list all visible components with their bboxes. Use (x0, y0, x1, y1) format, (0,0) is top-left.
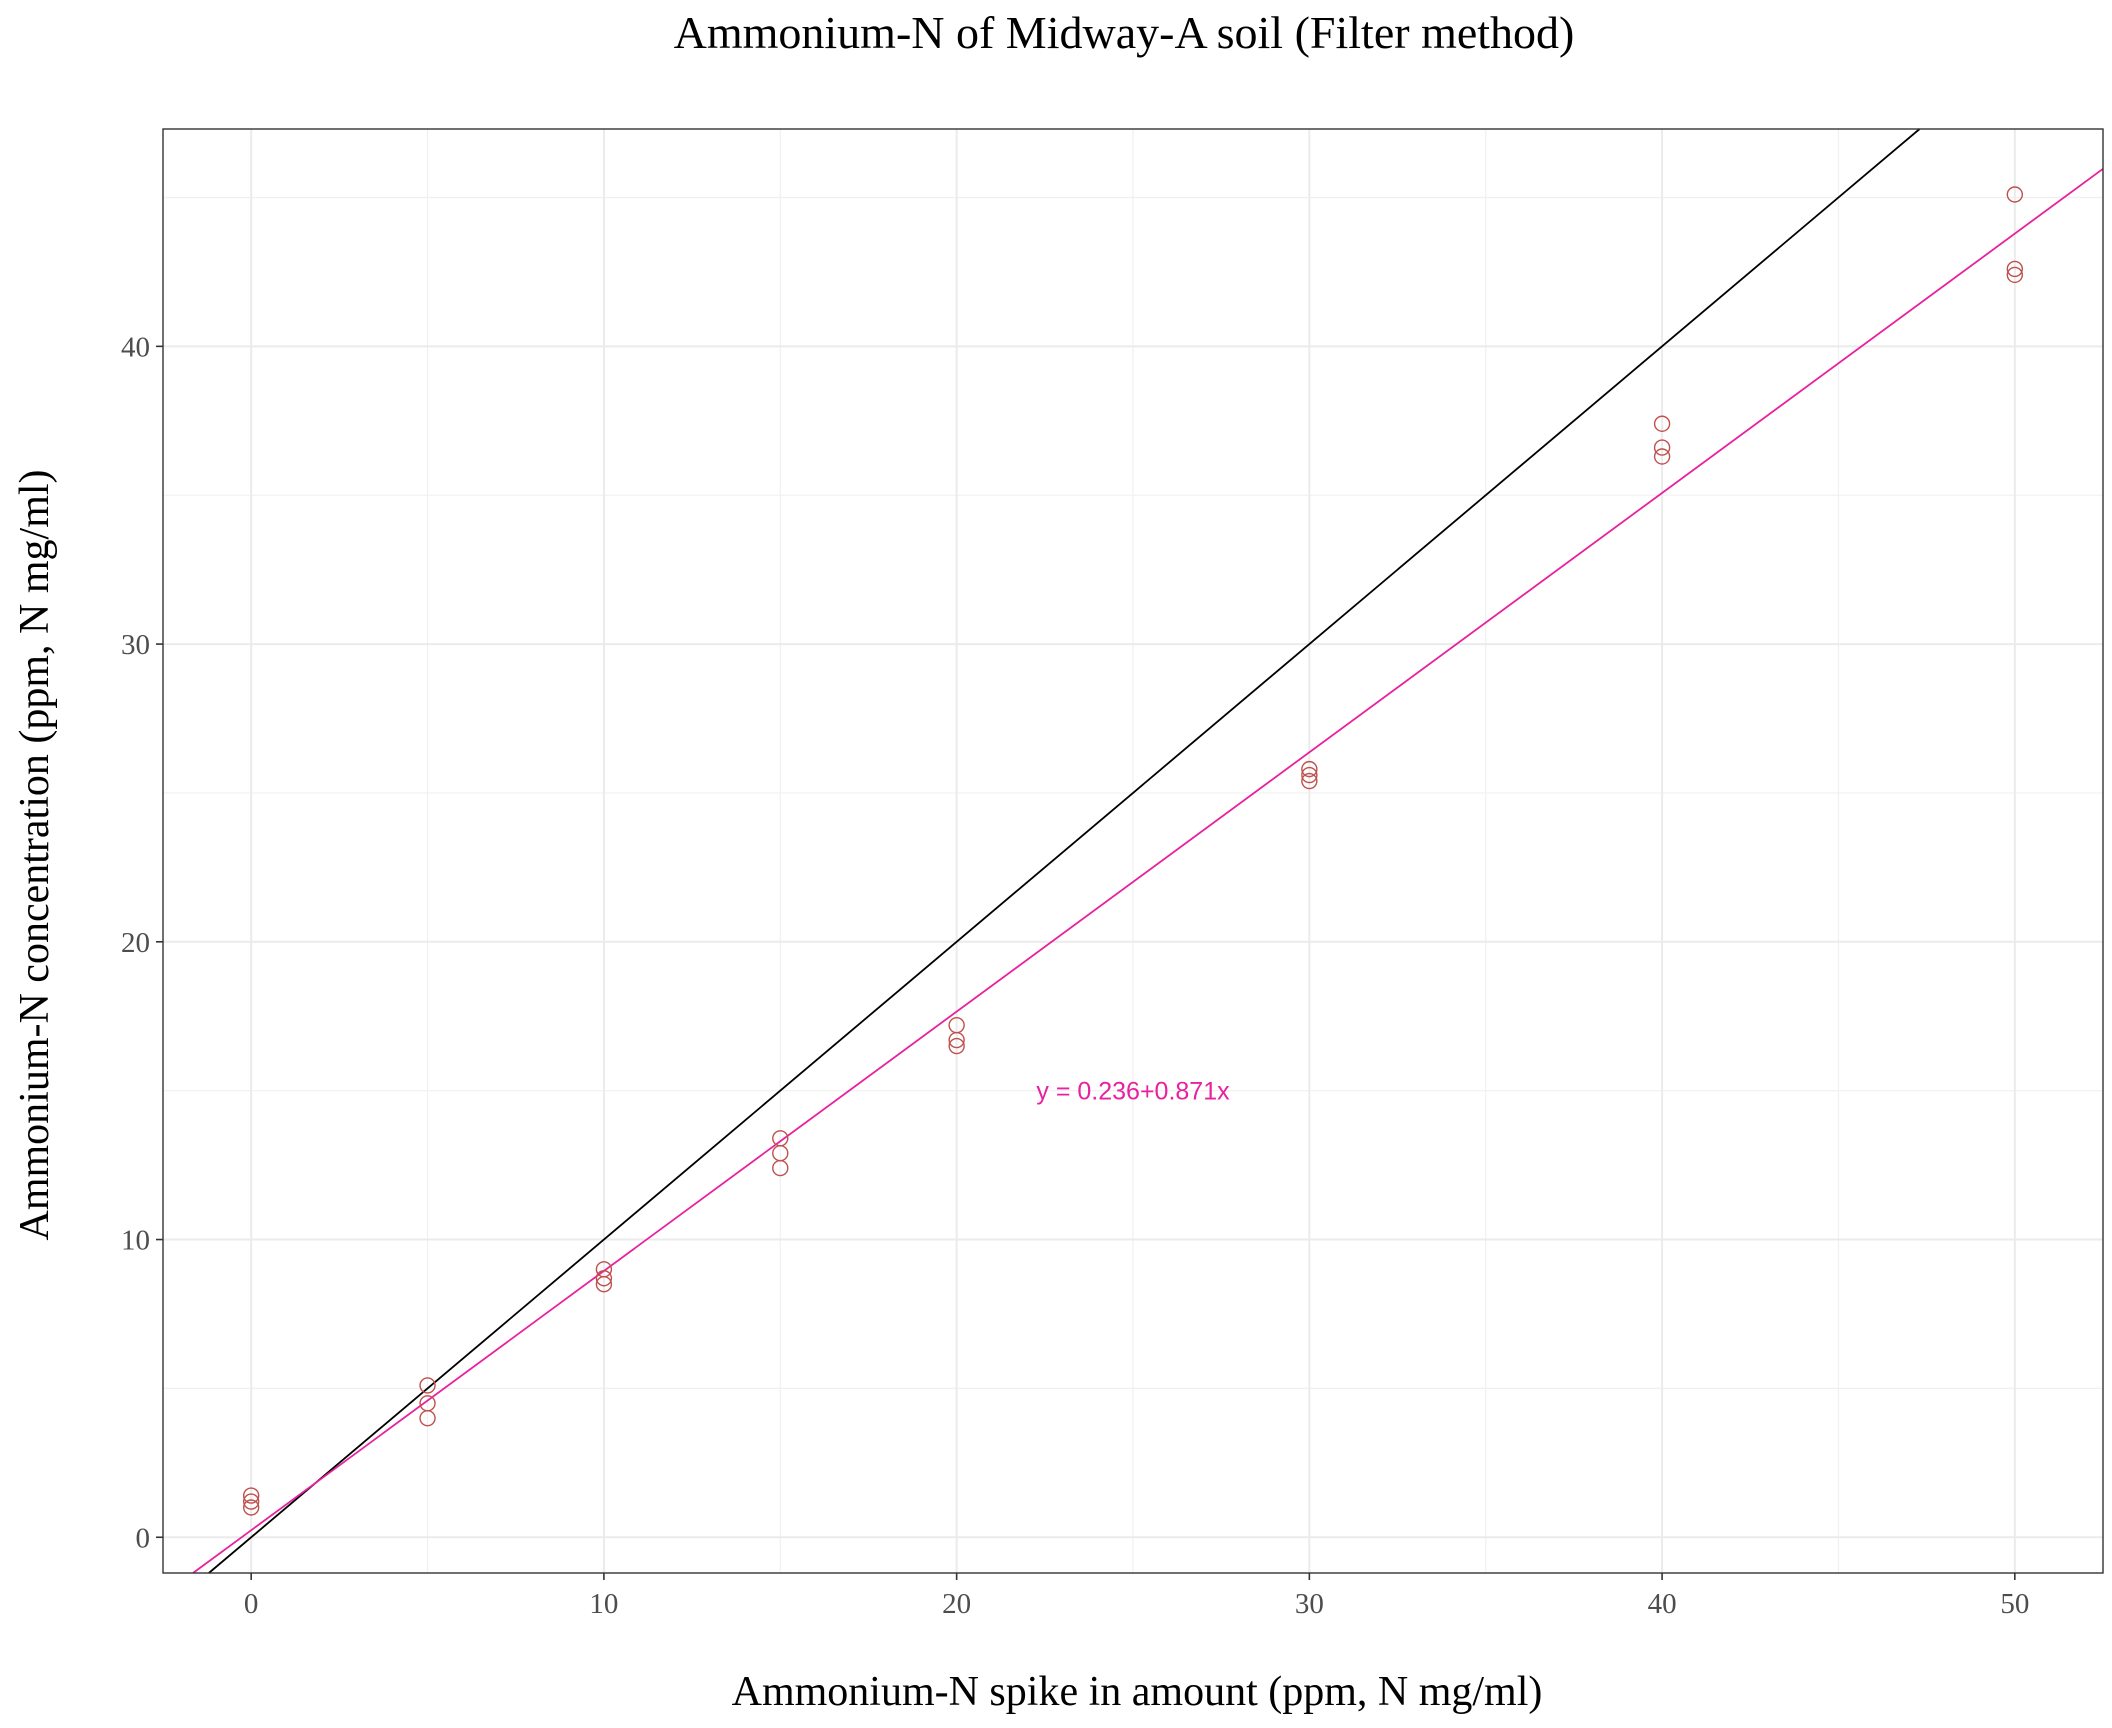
chart-title: Ammonium-N of Midway-A soil (Filter meth… (674, 7, 1575, 58)
data-point (2006, 260, 2024, 278)
x-tick-label: 0 (244, 1588, 259, 1620)
y-axis-title: Ammonium-N concentration (ppm, N mg/ml) (12, 469, 58, 1240)
data-point (1301, 772, 1318, 790)
data-point (772, 1159, 789, 1177)
x-axis-title: Ammonium-N spike in amount (ppm, N mg/ml… (732, 1669, 1543, 1715)
y-tick-label: 10 (121, 1225, 150, 1257)
identity-line (208, 128, 1921, 1574)
x-tick-label: 50 (2000, 1588, 2029, 1620)
data-point (2006, 266, 2024, 284)
data-point (242, 1499, 260, 1516)
data-point (595, 1275, 613, 1293)
data-point (948, 1037, 965, 1055)
x-tick-label: 30 (1295, 1588, 1324, 1620)
data-point (1301, 766, 1318, 784)
y-tick-label: 20 (121, 927, 150, 959)
fit-lines (192, 128, 2104, 1574)
data-points (242, 186, 2024, 1516)
data-point (419, 1409, 436, 1427)
panel-border (162, 128, 2104, 1574)
data-point (1653, 439, 1671, 456)
data-point (419, 1377, 436, 1394)
regression-equation: y = 0.236+0.871x (1036, 1078, 1230, 1106)
y-tick-label: 30 (121, 629, 150, 661)
grid-minor (163, 129, 2103, 1573)
x-tick-label: 10 (589, 1588, 618, 1620)
data-point (242, 1493, 260, 1510)
data-point (242, 1487, 260, 1504)
y-tick-label: 0 (136, 1522, 151, 1554)
x-axis-ticks: 0 10 20 30 40 50 (244, 1573, 2029, 1620)
regression-line (192, 168, 2104, 1574)
data-point (595, 1270, 613, 1287)
data-point (1653, 448, 1671, 465)
y-axis-ticks: 0 10 20 30 40 (121, 331, 163, 1554)
x-tick-label: 20 (942, 1588, 971, 1620)
data-point (948, 1031, 965, 1049)
data-point (1301, 760, 1318, 778)
x-tick-label: 40 (1648, 1588, 1677, 1620)
data-point (2006, 186, 2024, 203)
grid-major (163, 129, 2103, 1573)
y-tick-label: 40 (121, 331, 150, 363)
data-point (1653, 415, 1671, 432)
